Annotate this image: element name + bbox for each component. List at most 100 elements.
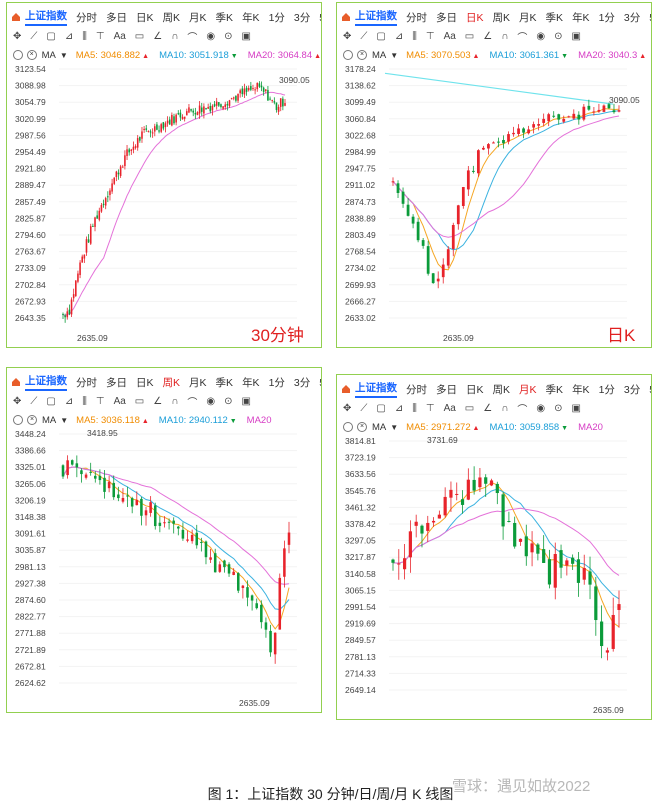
eye-icon[interactable]: ◉ — [206, 395, 216, 407]
close-icon[interactable]: × — [26, 50, 37, 60]
tab-period-2[interactable]: 多日 — [106, 376, 127, 389]
chevron-down-icon[interactable]: ▼ — [60, 415, 69, 425]
comment-tool-icon[interactable]: ▭ — [464, 402, 475, 414]
crosshair-icon[interactable]: ✥ — [343, 30, 352, 42]
angle-tool-icon[interactable]: ∠ — [483, 402, 493, 414]
comment-tool-icon[interactable]: ▭ — [464, 30, 475, 42]
angle-tool-icon[interactable]: ∠ — [153, 30, 163, 42]
tab-period-8[interactable]: 1分 — [598, 383, 615, 396]
arc-icon[interactable]: ⌒ — [187, 397, 198, 409]
home-icon[interactable] — [341, 12, 351, 22]
tab-period-4[interactable]: 周K — [492, 11, 511, 24]
gear-icon[interactable] — [343, 50, 353, 60]
line-tool-icon[interactable]: ⟋ — [360, 30, 368, 42]
tab-index[interactable]: 上证指数 — [355, 380, 397, 398]
tab-index[interactable]: 上证指数 — [25, 8, 67, 26]
eye-icon[interactable]: ◉ — [536, 30, 546, 42]
bars-tool-icon[interactable]: ⫼ — [82, 30, 87, 42]
ma-label[interactable]: MA — [41, 49, 56, 61]
chevron-down-icon[interactable]: ▼ — [390, 422, 399, 432]
eye-icon[interactable]: ◉ — [536, 402, 546, 414]
tab-period-5[interactable]: 月K — [519, 383, 537, 396]
tab-period-2[interactable]: 多日 — [436, 11, 457, 24]
tab-period-6[interactable]: 季K — [215, 11, 234, 24]
tab-period-7[interactable]: 年K — [572, 11, 590, 24]
line-tool-icon[interactable]: ⟋ — [30, 395, 38, 407]
eye-icon[interactable]: ◉ — [206, 30, 216, 42]
home-icon[interactable] — [341, 384, 351, 394]
channel-tool-icon[interactable]: ⊿ — [394, 30, 404, 42]
chevron-down-icon[interactable]: ▼ — [390, 50, 399, 60]
tab-period-1[interactable]: 分时 — [406, 383, 427, 396]
channel-tool-icon[interactable]: ⊿ — [64, 30, 74, 42]
tab-period-3[interactable]: 日K — [466, 383, 484, 396]
measure-tool-icon[interactable]: ⊤ — [425, 30, 435, 42]
angle-tool-icon[interactable]: ∠ — [483, 30, 493, 42]
magnet-icon[interactable]: ∩ — [171, 30, 179, 42]
tab-period-8[interactable]: 1分 — [268, 11, 285, 24]
tab-period-4[interactable]: 周K — [162, 11, 181, 24]
home-icon[interactable] — [11, 12, 21, 22]
lock-icon[interactable]: ▣ — [241, 30, 251, 42]
tab-period-5[interactable]: 月K — [519, 11, 537, 24]
tab-period-3[interactable]: 日K — [466, 11, 484, 24]
rect-tool-icon[interactable]: ▢ — [46, 30, 56, 42]
angle-tool-icon[interactable]: ∠ — [153, 395, 163, 407]
magnet-icon[interactable]: ∩ — [171, 395, 179, 407]
rect-tool-icon[interactable]: ▢ — [376, 402, 386, 414]
tab-period-3[interactable]: 日K — [136, 376, 154, 389]
tab-period-7[interactable]: 年K — [572, 383, 590, 396]
chevron-down-icon[interactable]: ▼ — [59, 50, 68, 60]
comment-tool-icon[interactable]: ▭ — [134, 30, 145, 42]
tab-index[interactable]: 上证指数 — [355, 8, 397, 26]
measure-tool-icon[interactable]: ⊤ — [95, 395, 105, 407]
arc-icon[interactable]: ⌒ — [517, 404, 528, 416]
crosshair-icon[interactable]: ✥ — [13, 30, 22, 42]
gear-icon[interactable] — [13, 50, 23, 60]
tab-period-6[interactable]: 季K — [545, 383, 564, 396]
rect-tool-icon[interactable]: ▢ — [376, 30, 386, 42]
text-tool-icon[interactable]: Aa — [113, 395, 126, 407]
tab-period-8[interactable]: 1分 — [598, 11, 615, 24]
tab-period-10[interactable]: 5分 — [319, 10, 321, 25]
tab-period-10[interactable]: 5分 — [319, 375, 321, 390]
tab-period-5[interactable]: 月K — [189, 11, 207, 24]
measure-tool-icon[interactable]: ⊤ — [425, 402, 435, 414]
tab-period-5[interactable]: 月K — [189, 376, 207, 389]
tab-period-8[interactable]: 1分 — [268, 376, 285, 389]
visibility-icon[interactable]: ⊙ — [224, 395, 233, 407]
line-tool-icon[interactable]: ⟋ — [360, 402, 368, 414]
visibility-icon[interactable]: ⊙ — [554, 402, 563, 414]
rect-tool-icon[interactable]: ▢ — [46, 395, 56, 407]
close-icon[interactable]: × — [357, 422, 367, 432]
visibility-icon[interactable]: ⊙ — [554, 30, 563, 42]
tab-period-9[interactable]: 3分 — [293, 376, 311, 389]
arc-icon[interactable]: ⌒ — [187, 32, 198, 44]
ma-label[interactable]: MA — [372, 421, 387, 433]
tab-period-9[interactable]: 3分 — [623, 383, 641, 396]
magnet-icon[interactable]: ∩ — [501, 30, 509, 42]
tab-period-4[interactable]: 周K — [492, 383, 511, 396]
tab-period-1[interactable]: 分时 — [406, 11, 427, 24]
lock-icon[interactable]: ▣ — [571, 402, 581, 414]
tab-period-1[interactable]: 分时 — [76, 11, 97, 24]
tab-period-7[interactable]: 年K — [242, 376, 260, 389]
tab-period-1[interactable]: 分时 — [76, 376, 97, 389]
text-tool-icon[interactable]: Aa — [113, 30, 126, 42]
ma-label[interactable]: MA — [372, 49, 387, 61]
text-tool-icon[interactable]: Aa — [443, 402, 456, 414]
measure-tool-icon[interactable]: ⊤ — [95, 30, 105, 42]
bars-tool-icon[interactable]: ⫼ — [412, 402, 417, 414]
magnet-icon[interactable]: ∩ — [501, 402, 509, 414]
tab-period-10[interactable]: 5分 — [649, 382, 651, 397]
close-icon[interactable]: × — [357, 50, 367, 60]
lock-icon[interactable]: ▣ — [571, 30, 581, 42]
line-tool-icon[interactable]: ⟋ — [30, 30, 38, 42]
ma-label[interactable]: MA — [42, 414, 57, 426]
lock-icon[interactable]: ▣ — [241, 395, 251, 407]
tab-period-9[interactable]: 3分 — [293, 11, 311, 24]
tab-period-3[interactable]: 日K — [136, 11, 154, 24]
close-icon[interactable]: × — [27, 415, 37, 425]
tab-period-6[interactable]: 季K — [545, 11, 564, 24]
tab-index[interactable]: 上证指数 — [25, 373, 67, 391]
